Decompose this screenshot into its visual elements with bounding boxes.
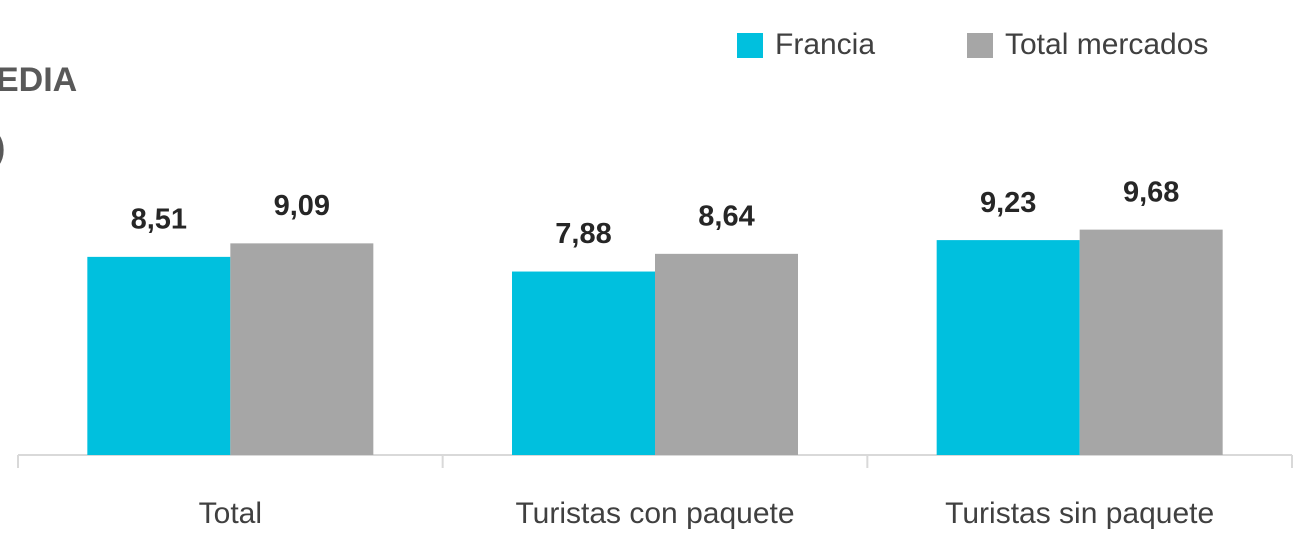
legend-swatch [967,33,993,58]
data-label: 8,51 [131,204,187,236]
legend-label: Francia [775,28,875,61]
chart-subtitle: ) [0,129,5,167]
bar [936,240,1080,455]
x-tick-label: Turistas sin paquete [945,497,1214,530]
bar [1079,229,1223,455]
bar [512,271,655,455]
chart-title: EDIA [0,61,77,99]
data-label: 7,88 [555,218,611,250]
bar [87,256,231,455]
legend-swatch [737,33,763,58]
legend-label: Total mercados [1005,28,1208,61]
bar [655,253,798,455]
data-label: 8,64 [698,200,754,232]
x-tick-label: Total [199,497,262,530]
data-label: 9,68 [1123,176,1179,208]
bar [230,243,374,455]
data-label: 9,23 [980,187,1036,219]
x-tick-label: Turistas con paquete [515,497,794,530]
data-label: 9,09 [274,190,330,222]
